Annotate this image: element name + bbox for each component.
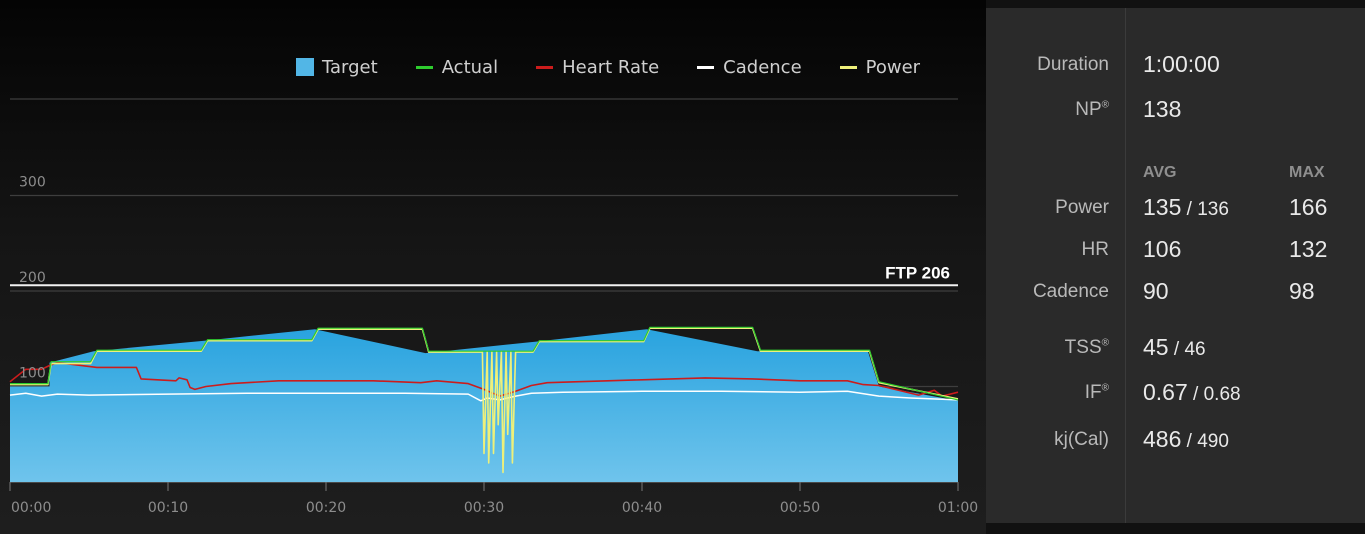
duration-value: 1:00:00 <box>1143 51 1220 77</box>
if-label: IF® <box>1085 382 1109 404</box>
tss-value: 45 / 46 <box>1143 334 1206 361</box>
np-label-text: NP <box>1075 99 1102 120</box>
heart-rate-line <box>9 361 959 397</box>
legend-label-power: Power <box>865 56 921 78</box>
x-tick-label-4: 00:40 <box>622 500 662 516</box>
tss-label: TSS® <box>1065 337 1109 359</box>
y-tick-label-200: 200 <box>19 270 46 286</box>
np-label: NP® <box>1075 99 1109 121</box>
legend-swatch-actual <box>415 65 433 69</box>
cadence-avg-value: 90 <box>1143 278 1169 304</box>
avg-column-header: AVG <box>1143 164 1177 181</box>
legend-label-heart-rate: Heart Rate <box>562 56 660 78</box>
tss-mark: ® <box>1101 337 1109 349</box>
np-value: 138 <box>1143 96 1182 122</box>
if-separator: / <box>1187 384 1204 405</box>
x-tick-label-0: 00:00 <box>11 500 51 516</box>
power-separator: / <box>1181 199 1198 220</box>
panel-divider <box>1125 8 1126 523</box>
ftp-label: FTP 206 <box>885 263 950 282</box>
x-tick-label-3: 00:30 <box>464 500 504 516</box>
hr-label: HR <box>1081 239 1109 260</box>
legend-swatch-target <box>296 58 314 76</box>
if-label-text: IF <box>1084 382 1102 403</box>
y-tick-label-300: 300 <box>19 175 46 191</box>
kj-secondary: 490 <box>1197 431 1229 452</box>
power-max-value: 166 <box>1289 194 1328 220</box>
legend-item-power: Power <box>839 56 921 78</box>
tss-separator: / <box>1168 339 1185 360</box>
power-label: Power <box>1055 197 1109 218</box>
legend-label-cadence: Cadence <box>723 56 802 78</box>
tss-main: 45 <box>1143 334 1169 360</box>
legend-item-actual: Actual <box>415 56 499 78</box>
hr-max-value: 132 <box>1289 236 1328 262</box>
legend-swatch-heart-rate <box>536 65 554 69</box>
tss-label-text: TSS <box>1064 337 1102 358</box>
x-tick-label-6: 01:00 <box>938 500 978 516</box>
kj-separator: / <box>1181 431 1198 452</box>
if-value: 0.67 / 0.68 <box>1143 379 1241 406</box>
if-secondary: 0.68 <box>1203 384 1241 405</box>
kj-label: kj(Cal) <box>1054 429 1109 450</box>
kj-main: 486 <box>1143 426 1182 452</box>
cadence-max-value: 98 <box>1289 278 1315 304</box>
workout-chart-svg: 100 200 300 FTP 206 00:00 00:10 00:20 00:30 00:4… <box>9 98 978 516</box>
legend-item-cadence: Cadence <box>697 56 802 78</box>
duration-label: Duration <box>1037 54 1109 75</box>
power-avg: 135 <box>1143 194 1182 220</box>
power-avg-secondary: 136 <box>1197 199 1229 220</box>
legend-item-heart-rate: Heart Rate <box>536 57 659 78</box>
legend-label-actual: Actual <box>441 56 499 78</box>
actual-line <box>10 326 959 401</box>
if-main: 0.67 <box>1143 379 1188 405</box>
legend-item-target: Target <box>296 57 378 78</box>
kj-value: 486 / 490 <box>1143 426 1229 453</box>
legend-label-target: Target <box>322 56 378 78</box>
power-avg-value: 135 / 136 <box>1143 194 1229 221</box>
legend-swatch-cadence <box>697 65 715 69</box>
np-mark: ® <box>1101 99 1109 111</box>
stats-panel: Duration 1:00:00 NP® 138 AVG MAX Power 1… <box>986 8 1365 523</box>
max-column-header: MAX <box>1289 164 1325 181</box>
hr-avg-value: 106 <box>1143 236 1182 262</box>
x-tick-label-1: 00:10 <box>148 500 188 516</box>
y-tick-label-100: 100 <box>19 366 46 382</box>
x-tick-label-5: 00:50 <box>780 500 820 516</box>
cadence-label: Cadence <box>1032 281 1109 302</box>
chart-legend: Target Actual Heart Rate Cadence Power <box>296 56 920 78</box>
tss-secondary: 46 <box>1184 339 1206 360</box>
legend-swatch-power <box>839 65 857 69</box>
x-tick-label-2: 00:20 <box>306 500 346 516</box>
workout-chart: 100 200 300 FTP 206 00:00 00:10 00:20 00:30 00:4… <box>0 0 986 534</box>
if-mark: ® <box>1101 382 1109 394</box>
